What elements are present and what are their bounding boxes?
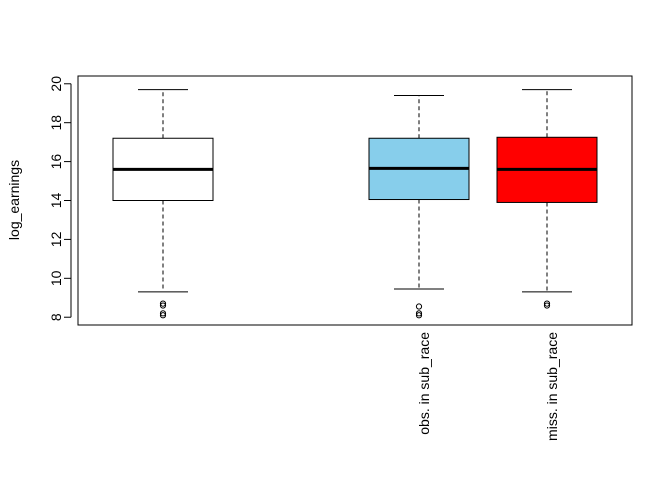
outlier-point — [159, 312, 167, 319]
plot-frame — [77, 75, 633, 326]
y-tick-label: 8 — [48, 313, 64, 321]
x-tick-label: obs. in sub_race — [416, 332, 432, 435]
outlier-point — [415, 303, 423, 310]
outlier-point — [543, 300, 551, 307]
outlier-point — [543, 302, 551, 309]
x-axis-labels: obs. in sub_race miss. in sub_race — [416, 332, 560, 441]
box-3 — [496, 89, 598, 309]
y-tick-label: 16 — [48, 154, 64, 170]
y-tick-label: 12 — [48, 231, 64, 247]
boxes-group — [112, 89, 598, 319]
outlier-point — [159, 310, 167, 317]
outlier-point — [159, 300, 167, 307]
box-1 — [112, 89, 214, 319]
y-axis: 8 10 12 14 16 18 20 — [48, 76, 72, 321]
outlier-point — [415, 310, 423, 317]
y-axis-label: log_earnings — [6, 160, 22, 240]
y-tick-label: 20 — [48, 76, 64, 92]
outlier-point — [415, 312, 423, 319]
outlier-point — [159, 302, 167, 309]
y-tick-label: 18 — [48, 115, 64, 131]
box-2 — [368, 94, 470, 319]
y-tick-label: 14 — [48, 193, 64, 209]
x-tick-label: miss. in sub_race — [544, 332, 560, 441]
y-tick-label: 10 — [48, 270, 64, 286]
